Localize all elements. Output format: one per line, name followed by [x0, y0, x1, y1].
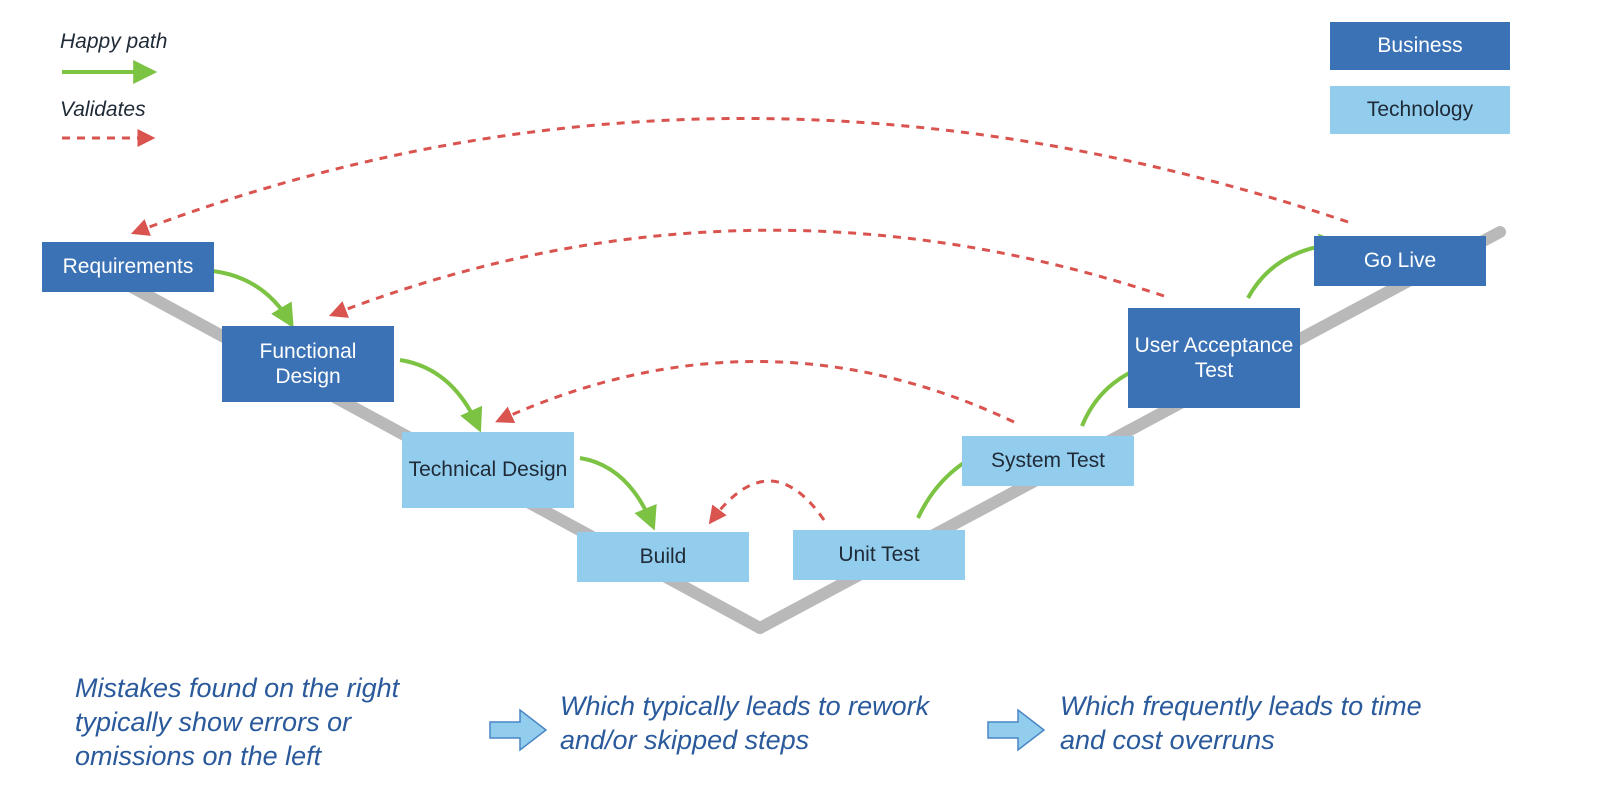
node-requirements: Requirements — [42, 242, 214, 292]
node-label: Unit Test — [838, 542, 919, 567]
caption-2: Which typically leads to rework and/or s… — [560, 690, 960, 758]
node-build: Build — [577, 532, 749, 582]
node-label: System Test — [991, 448, 1105, 473]
legend-key-business: Business — [1330, 22, 1510, 70]
legend-key-technology: Technology — [1330, 86, 1510, 134]
node-system-test: System Test — [962, 436, 1134, 486]
legend-key-technology-label: Technology — [1367, 98, 1473, 122]
node-label: Requirements — [63, 254, 194, 279]
v-shape — [60, 232, 1500, 628]
legend-validates-label: Validates — [60, 98, 146, 122]
node-functional-design: Functional Design — [222, 326, 394, 402]
node-label: Build — [640, 544, 687, 569]
caption-3: Which frequently leads to time and cost … — [1060, 690, 1440, 758]
node-go-live: Go Live — [1314, 236, 1486, 286]
caption-arrow-2 — [988, 710, 1044, 750]
node-label: User Acceptance Test — [1134, 333, 1294, 383]
node-technical-design: Technical Design — [402, 432, 574, 508]
caption-arrow-1 — [490, 710, 546, 750]
legend-happy-path-label: Happy path — [60, 30, 167, 54]
node-uat: User Acceptance Test — [1128, 308, 1300, 408]
node-label: Functional Design — [228, 339, 388, 389]
node-unit-test: Unit Test — [793, 530, 965, 580]
node-label: Technical Design — [409, 457, 568, 482]
node-label: Go Live — [1364, 248, 1436, 273]
legend-key-business-label: Business — [1377, 34, 1462, 58]
caption-1: Mistakes found on the right typically sh… — [75, 672, 470, 773]
